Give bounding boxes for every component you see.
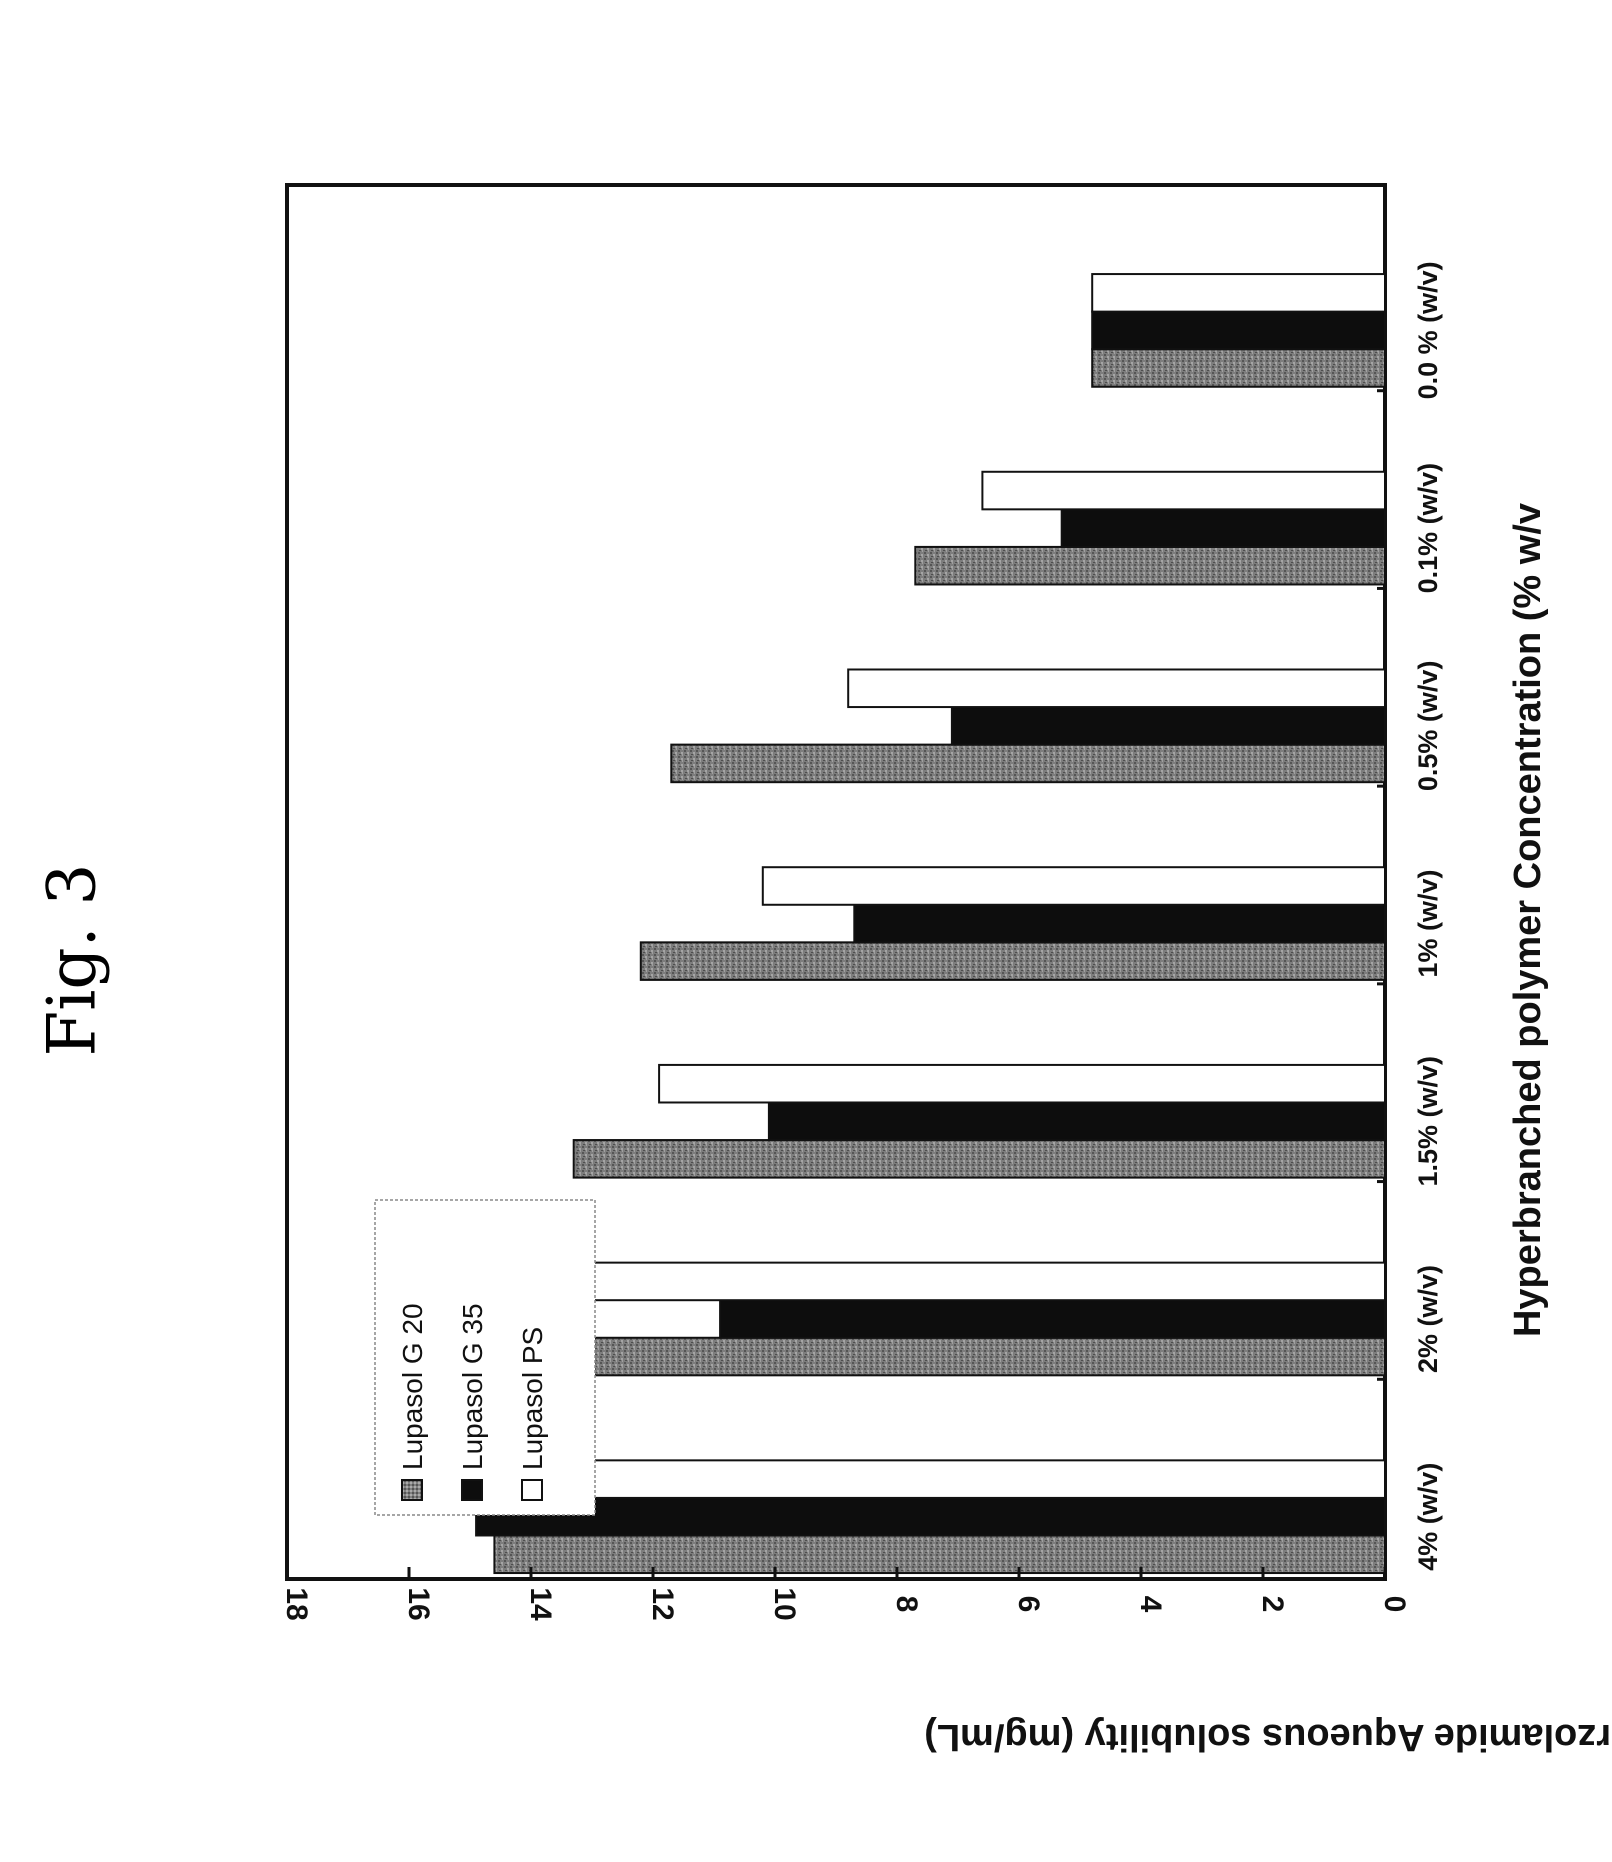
value-tick-label: 8 bbox=[890, 1596, 923, 1613]
value-tick-label: 2 bbox=[1256, 1596, 1289, 1613]
legend-label: Lupasol G 35 bbox=[457, 1303, 488, 1470]
legend-label: Lupasol G 20 bbox=[397, 1303, 428, 1470]
value-tick-label: 16 bbox=[402, 1587, 435, 1620]
category-label: 1.5% (w/v) bbox=[1413, 1056, 1443, 1187]
bar-lupasol-ps-2 bbox=[848, 669, 1385, 707]
bar-lupasol-g-20-5 bbox=[494, 1338, 1385, 1376]
value-tick-label: 14 bbox=[524, 1587, 557, 1621]
category-label: 1% (w/v) bbox=[1413, 870, 1443, 978]
bar-lupasol-g-20-2 bbox=[671, 745, 1385, 783]
bar-lupasol-g-35-2 bbox=[952, 707, 1385, 745]
bar-lupasol-g-35-5 bbox=[720, 1300, 1385, 1338]
bar-lupasol-g-20-3 bbox=[641, 942, 1385, 980]
bar-lupasol-ps-3 bbox=[763, 867, 1385, 905]
legend-swatch-lupasol-g-20 bbox=[402, 1480, 422, 1500]
bar-lupasol-g-20-0 bbox=[1092, 349, 1385, 387]
legend-swatch-lupasol-ps bbox=[522, 1480, 542, 1500]
y-tick-group: 0 2 4 6 8 10 12 14 16 18 bbox=[280, 1567, 1411, 1621]
legend: Lupasol G 20 Lupasol G 35 Lupasol PS bbox=[375, 1200, 595, 1515]
bar-lupasol-ps-1 bbox=[982, 472, 1385, 510]
bar-lupasol-ps-0 bbox=[1092, 274, 1385, 312]
bar-lupasol-g-35-4 bbox=[769, 1102, 1385, 1140]
bar-lupasol-ps-4 bbox=[659, 1065, 1385, 1103]
y-axis-title: Dorzolamide Aqueous solubility (mg/mL) bbox=[924, 1716, 1612, 1758]
bar-lupasol-ps-5 bbox=[580, 1263, 1385, 1301]
legend-swatch-lupasol-g-35 bbox=[462, 1480, 482, 1500]
value-tick-label: 4 bbox=[1134, 1596, 1167, 1613]
value-tick-label: 10 bbox=[768, 1587, 801, 1620]
category-label: 0.1% (w/v) bbox=[1413, 463, 1443, 594]
category-label: 0.5% (w/v) bbox=[1413, 661, 1443, 792]
bar-lupasol-g-35-0 bbox=[1092, 312, 1385, 350]
value-tick-label: 18 bbox=[280, 1587, 313, 1620]
category-label: 2% (w/v) bbox=[1413, 1265, 1443, 1373]
bar-lupasol-g-35-3 bbox=[854, 905, 1385, 943]
bar-lupasol-g-35-1 bbox=[1062, 509, 1385, 547]
value-tick-label: 0 bbox=[1378, 1596, 1411, 1613]
value-tick-label: 6 bbox=[1012, 1596, 1045, 1613]
legend-label: Lupasol PS bbox=[517, 1327, 548, 1470]
category-label: 4% (w/v) bbox=[1413, 1463, 1443, 1571]
category-label: 0.0 % (w/v) bbox=[1413, 261, 1443, 399]
x-axis-title: Hyperbranched polymer Concentration (% w… bbox=[1507, 503, 1549, 1337]
bar-lupasol-g-20-4 bbox=[574, 1140, 1385, 1178]
bar-lupasol-g-20-1 bbox=[915, 547, 1385, 585]
bar-lupasol-g-35-6 bbox=[476, 1498, 1385, 1536]
bar-lupasol-g-20-6 bbox=[494, 1535, 1385, 1573]
value-tick-label: 12 bbox=[646, 1587, 679, 1620]
